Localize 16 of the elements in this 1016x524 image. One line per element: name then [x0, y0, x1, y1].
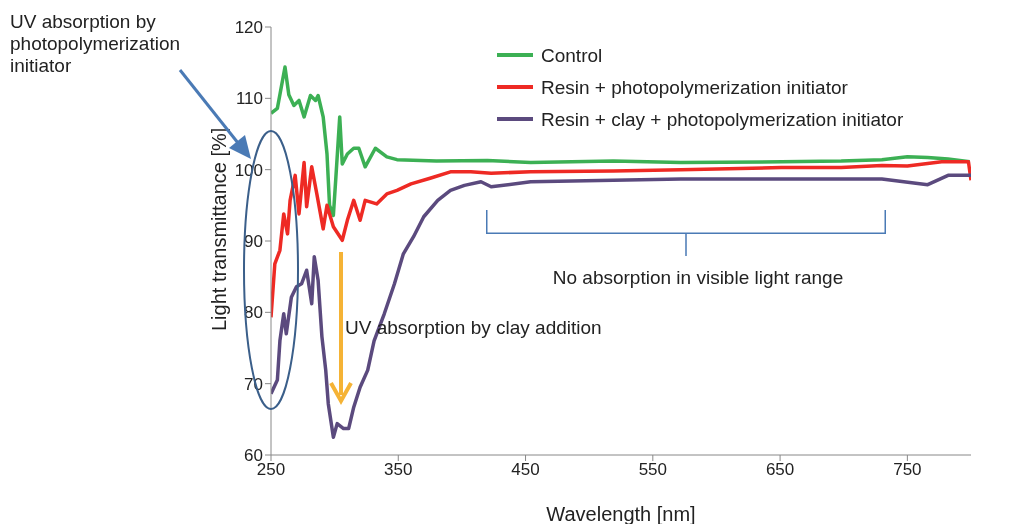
y-axis-title: Light transmittance [%]: [208, 127, 231, 331]
y-tick-label: 110: [235, 89, 263, 109]
line-series: [271, 160, 971, 320]
annotation: No absorption in visible light range: [552, 267, 844, 288]
text: UV absorption by photopolymerization initiator: [10, 11, 181, 76]
legend-label: Resin + photopolymerization initiator: [541, 77, 849, 98]
x-tick-label: 750: [893, 460, 922, 480]
legend-label: Resin + clay + photopolymerization initiator: [541, 109, 904, 130]
x-tick-label: 350: [384, 460, 413, 480]
line-series: [271, 173, 971, 439]
x-tick-label: 650: [765, 460, 795, 480]
x-tick-label: 450: [511, 460, 540, 480]
legend-label: Control: [541, 45, 603, 66]
y-tick-label: 120: [234, 18, 263, 38]
x-tick-label: 550: [638, 460, 668, 480]
y-tick-label: 90: [244, 232, 263, 252]
